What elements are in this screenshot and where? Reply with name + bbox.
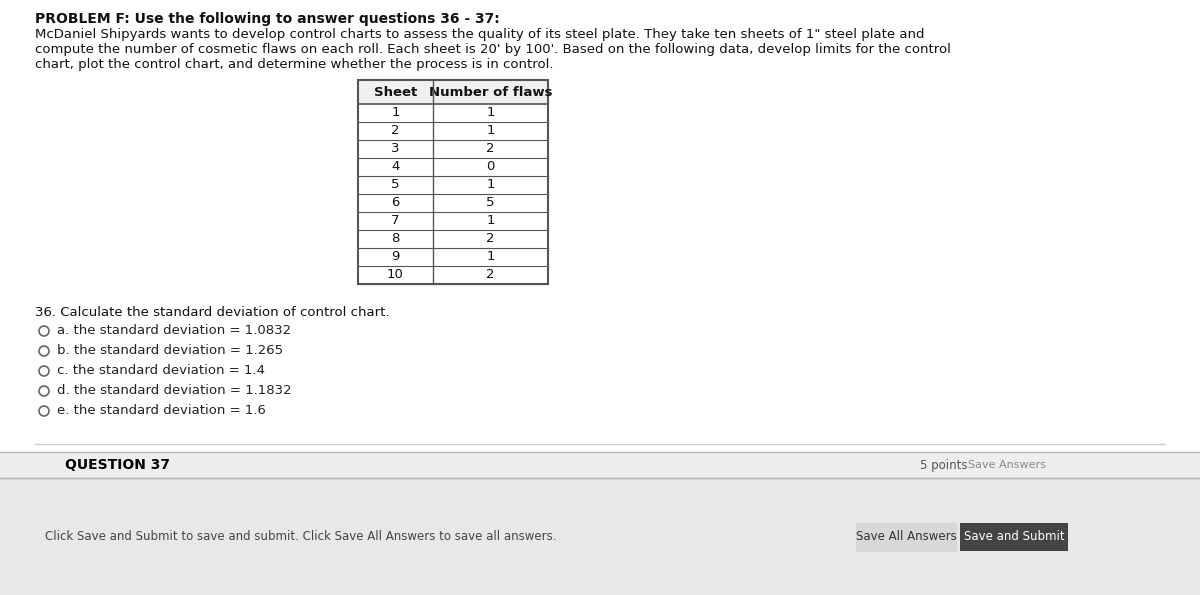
Text: a. the standard deviation = 1.0832: a. the standard deviation = 1.0832 (58, 324, 292, 337)
Text: 9: 9 (391, 250, 400, 264)
Text: 1: 1 (486, 124, 494, 137)
Text: Click Save and Submit to save and submit. Click Save All Answers to save all ans: Click Save and Submit to save and submit… (46, 530, 557, 543)
Text: Number of flaws: Number of flaws (428, 86, 552, 99)
Text: Save Answers: Save Answers (968, 460, 1046, 470)
Text: 7: 7 (391, 215, 400, 227)
Text: b. the standard deviation = 1.265: b. the standard deviation = 1.265 (58, 344, 283, 357)
Text: QUESTION 37: QUESTION 37 (65, 458, 170, 472)
Text: 10: 10 (388, 268, 404, 281)
Bar (960, 522, 1068, 550)
Text: 5: 5 (391, 178, 400, 192)
Text: compute the number of cosmetic flaws on each roll. Each sheet is 20' by 100'. Ba: compute the number of cosmetic flaws on … (35, 43, 950, 56)
Text: e. the standard deviation = 1.6: e. the standard deviation = 1.6 (58, 404, 266, 417)
Text: 1: 1 (486, 107, 494, 120)
Text: chart, plot the control chart, and determine whether the process is in control.: chart, plot the control chart, and deter… (35, 58, 553, 71)
Text: Save All Answers: Save All Answers (856, 530, 956, 543)
Text: 36. Calculate the standard deviation of control chart.: 36. Calculate the standard deviation of … (35, 306, 390, 319)
Text: 1: 1 (486, 215, 494, 227)
Text: c. the standard deviation = 1.4: c. the standard deviation = 1.4 (58, 364, 265, 377)
Text: 8: 8 (391, 233, 400, 246)
Text: 2: 2 (486, 268, 494, 281)
Text: 2: 2 (486, 233, 494, 246)
Text: 5 points: 5 points (920, 459, 967, 471)
Bar (0, 0, 1200, 470)
Text: 2: 2 (486, 142, 494, 155)
Text: PROBLEM F: Use the following to answer questions 36 - 37:: PROBLEM F: Use the following to answer q… (35, 12, 499, 26)
Text: 0: 0 (486, 161, 494, 174)
Text: d. the standard deviation = 1.1832: d. the standard deviation = 1.1832 (58, 384, 292, 397)
Bar (856, 522, 956, 550)
Text: 4: 4 (391, 161, 400, 174)
Text: McDaniel Shipyards wants to develop control charts to assess the quality of its : McDaniel Shipyards wants to develop cont… (35, 28, 924, 41)
Bar (358, 80, 548, 284)
Text: 1: 1 (486, 250, 494, 264)
Text: 3: 3 (391, 142, 400, 155)
Text: 2: 2 (391, 124, 400, 137)
Bar (0, 452, 1200, 478)
Text: 1: 1 (486, 178, 494, 192)
Text: Sheet: Sheet (374, 86, 418, 99)
Text: 1: 1 (391, 107, 400, 120)
Text: 6: 6 (391, 196, 400, 209)
Bar (358, 80, 548, 104)
Text: Save and Submit: Save and Submit (964, 530, 1064, 543)
Bar (0, 478, 1200, 595)
Text: 5: 5 (486, 196, 494, 209)
